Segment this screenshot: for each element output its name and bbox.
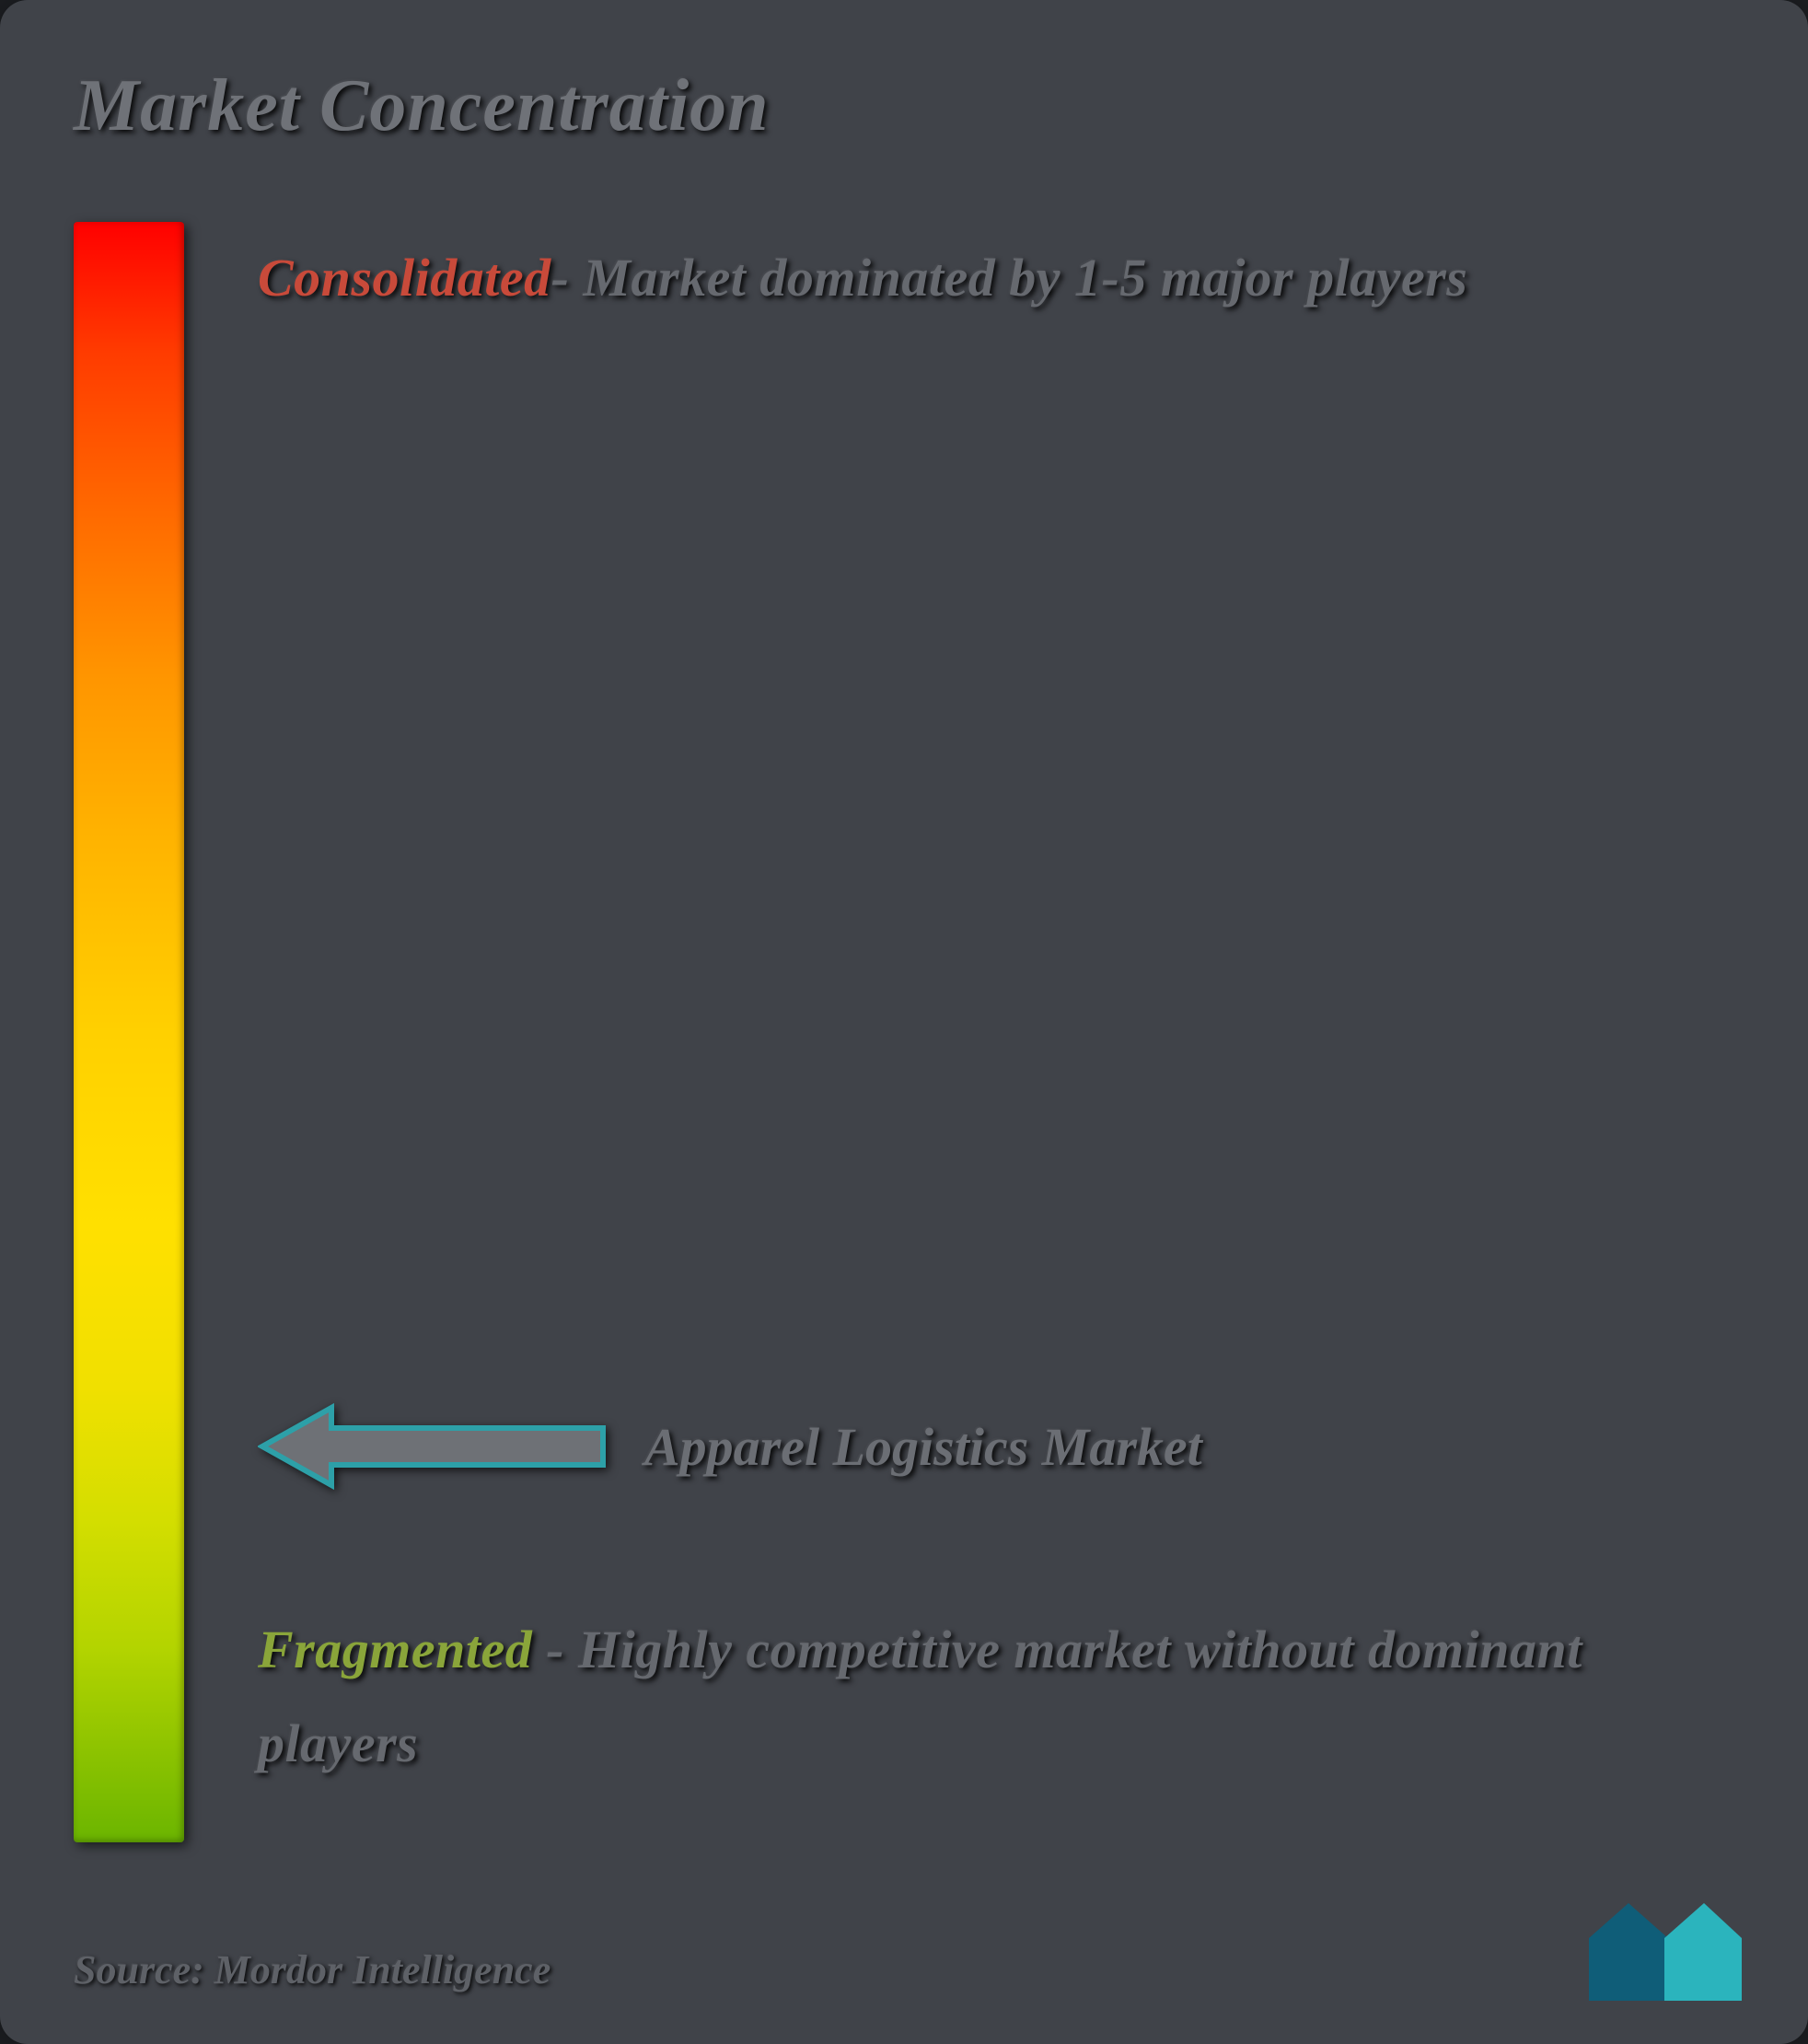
chart-title: Market Concentration	[74, 64, 1734, 148]
fragmented-highlight: Fragmented	[258, 1620, 532, 1679]
consolidated-rest: - Market dominated by 1-5 major players	[551, 248, 1468, 308]
left-arrow-icon	[258, 1400, 608, 1492]
consolidated-highlight: Consolidated	[258, 248, 551, 308]
labels-column: Consolidated- Market dominated by 1-5 ma…	[258, 222, 1734, 1842]
fragmented-label-block: Fragmented - Highly competitive market w…	[258, 1603, 1716, 1790]
source-footer: Source: Mordor Intelligence	[74, 1946, 551, 1993]
consolidated-description: Consolidated- Market dominated by 1-5 ma…	[258, 231, 1716, 325]
market-marker-row: Apparel Logistics Market	[258, 1400, 1202, 1492]
source-label: Source:	[74, 1947, 204, 1992]
source-value: Mordor Intelligence	[214, 1947, 551, 1992]
concentration-gradient-bar	[74, 222, 184, 1842]
content-row: Consolidated- Market dominated by 1-5 ma…	[74, 222, 1734, 1842]
brand-logo-icon	[1587, 1901, 1744, 2003]
infographic-card: Market Concentration Consolidated- Marke…	[0, 0, 1808, 2044]
fragmented-description: Fragmented - Highly competitive market w…	[258, 1603, 1716, 1790]
market-marker-label: Apparel Logistics Market	[644, 1416, 1202, 1478]
consolidated-label-block: Consolidated- Market dominated by 1-5 ma…	[258, 231, 1716, 325]
